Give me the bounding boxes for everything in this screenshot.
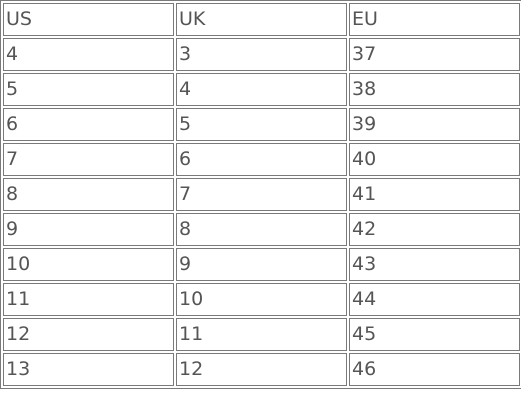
cell-us: 10 (3, 248, 174, 281)
table-row: 13 12 46 (3, 353, 520, 386)
table-row: 11 10 44 (3, 283, 520, 316)
cell-uk: 3 (176, 38, 347, 71)
table-row: 8 7 41 (3, 178, 520, 211)
cell-uk: 4 (176, 73, 347, 106)
cell-us: 6 (3, 108, 174, 141)
cell-uk: 11 (176, 318, 347, 351)
size-conversion-table: US UK EU 4 3 37 5 4 38 6 5 39 7 6 40 8 7… (0, 0, 521, 389)
cell-eu: 42 (349, 213, 520, 246)
table-row: 7 6 40 (3, 143, 520, 176)
cell-eu: 40 (349, 143, 520, 176)
table-row: 9 8 42 (3, 213, 520, 246)
table-row: 12 11 45 (3, 318, 520, 351)
cell-eu: 43 (349, 248, 520, 281)
cell-us: 11 (3, 283, 174, 316)
cell-eu: 37 (349, 38, 520, 71)
cell-eu: 46 (349, 353, 520, 386)
cell-eu: 41 (349, 178, 520, 211)
table-row: 10 9 43 (3, 248, 520, 281)
cell-uk: 8 (176, 213, 347, 246)
cell-us: 7 (3, 143, 174, 176)
cell-us: 13 (3, 353, 174, 386)
cell-uk: 9 (176, 248, 347, 281)
cell-eu: 45 (349, 318, 520, 351)
table-row: 5 4 38 (3, 73, 520, 106)
cell-uk: 12 (176, 353, 347, 386)
table-row: 6 5 39 (3, 108, 520, 141)
cell-eu: 39 (349, 108, 520, 141)
cell-us: 8 (3, 178, 174, 211)
header-cell-eu: EU (349, 3, 520, 36)
cell-us: 4 (3, 38, 174, 71)
header-cell-us: US (3, 3, 174, 36)
table-header-row: US UK EU (3, 3, 520, 36)
cell-eu: 44 (349, 283, 520, 316)
cell-uk: 6 (176, 143, 347, 176)
header-cell-uk: UK (176, 3, 347, 36)
cell-us: 12 (3, 318, 174, 351)
table-row: 4 3 37 (3, 38, 520, 71)
cell-uk: 7 (176, 178, 347, 211)
cell-us: 9 (3, 213, 174, 246)
cell-uk: 5 (176, 108, 347, 141)
cell-us: 5 (3, 73, 174, 106)
cell-eu: 38 (349, 73, 520, 106)
cell-uk: 10 (176, 283, 347, 316)
